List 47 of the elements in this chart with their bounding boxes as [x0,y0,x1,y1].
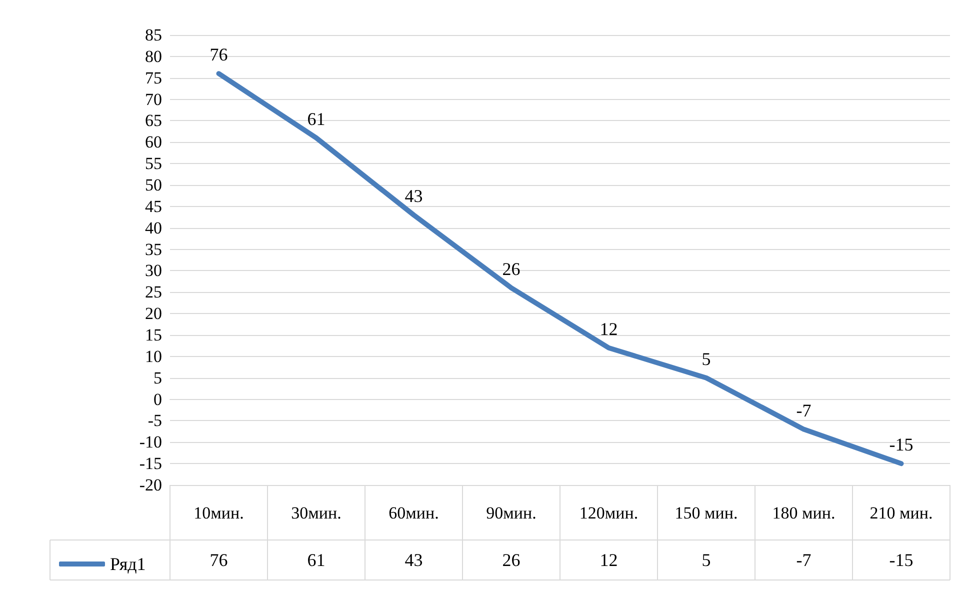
legend-label: Ряд1 [110,554,146,574]
data-label: 76 [210,550,228,570]
y-tick-label: 40 [145,218,162,238]
text: 5 [702,348,711,369]
x-tick-label: 210 мин. [870,504,933,522]
y-tick-label: 15 [145,326,162,344]
y-tick-label: 45 [145,196,162,216]
y-tick-label: 30 [145,261,162,280]
y-tick-label: -10 [139,432,162,452]
y-tick-label: 35 [145,240,162,259]
y-tick-label: 50 [145,176,162,194]
y-tick-label: 65 [145,111,162,130]
y-tick-label: 5 [154,368,162,388]
text: 61 [307,108,326,129]
data-label: 26 [502,550,520,570]
x-tick-label: 180 мин. [772,504,836,522]
y-tick-label: -15 [139,454,162,474]
x-tick-label: 10мин. [194,504,244,522]
x-tick-label: 90мин. [486,504,536,522]
text: 43 [404,186,423,206]
text: 12 [600,318,618,339]
x-tick-label: 150 мин. [674,504,738,522]
text: 76 [210,44,228,65]
y-tick-label: 10 [145,346,162,366]
data-label: 43 [404,550,423,570]
y-tick-label: -20 [139,476,162,494]
y-tick-label: 80 [145,46,162,66]
data-label: 61 [307,550,326,570]
x-tick-label: 120мин. [579,504,638,522]
y-tick-label: -5 [148,411,162,430]
y-tick-label: 85 [145,26,162,44]
x-tick-label: 30мин. [291,504,342,522]
text: -7 [796,400,812,420]
data-label: 12 [600,550,618,570]
y-tick-label: 0 [154,390,162,409]
x-tick-label: 60мин. [388,504,439,522]
text: 26 [502,258,520,279]
data-label: -15 [889,550,914,570]
y-tick-label: 60 [145,132,162,152]
text: -15 [889,434,914,455]
data-label: 5 [702,550,711,570]
y-tick-label: 25 [145,282,162,302]
data-label: -7 [796,550,812,570]
y-tick-label: 55 [145,154,162,174]
y-tick-label: 75 [145,68,162,88]
y-tick-label: 70 [145,90,162,109]
y-tick-label: 20 [145,304,162,324]
